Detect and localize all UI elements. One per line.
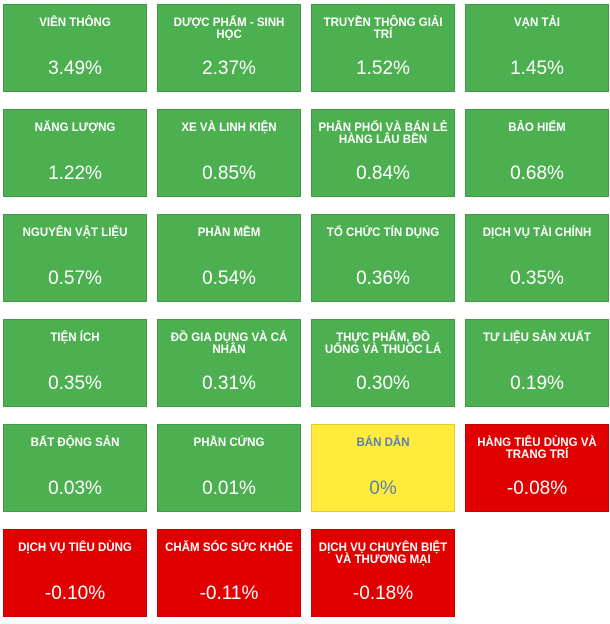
sector-change-value: 1.52% xyxy=(356,58,410,79)
sector-name: DỊCH VỤ TIÊU DÙNG xyxy=(18,542,132,554)
sector-tile[interactable]: NGUYÊN VẬT LIỆU 0.57% xyxy=(3,214,147,302)
sector-tile[interactable]: VẠN TẢI 1.45% xyxy=(465,4,609,92)
sector-change-value: 0.35% xyxy=(510,268,564,289)
sector-change-value: 0.35% xyxy=(48,373,102,394)
sector-name: PHẦN MỀM xyxy=(197,227,261,239)
sector-tile[interactable]: BẢO HIỂM 0.68% xyxy=(465,109,609,197)
sector-tile[interactable]: TRUYỀN THÔNG GIẢI TRÍ 1.52% xyxy=(311,4,455,92)
sector-tile[interactable]: VIÊN THÔNG 3.49% xyxy=(3,4,147,92)
sector-name: PHẦN CỨNG xyxy=(193,437,265,449)
sector-tile[interactable]: PHÂN PHỐI VÀ BÁN LẺ HÀNG LÂU BỀN 0.84% xyxy=(311,109,455,197)
sector-change-value: 0.03% xyxy=(48,478,102,499)
sector-change-value: 0.57% xyxy=(48,268,102,289)
sector-change-value: 0.19% xyxy=(510,373,564,394)
sector-tile[interactable]: PHẦN CỨNG 0.01% xyxy=(157,424,301,512)
sector-tile[interactable]: HÀNG TIÊU DÙNG VÀ TRANG TRÍ -0.08% xyxy=(465,424,609,512)
sector-name: ĐỒ GIA DỤNG VÀ CÁ NHÂN xyxy=(170,332,288,356)
sector-tile[interactable]: TỔ CHỨC TÍN DỤNG 0.36% xyxy=(311,214,455,302)
sector-change-value: 0.84% xyxy=(356,163,410,184)
sector-name: NĂNG LƯỢNG xyxy=(34,122,116,134)
sector-name: TRUYỀN THÔNG GIẢI TRÍ xyxy=(323,17,443,41)
sector-tile[interactable]: DỊCH VỤ CHUYÊN BIỆT VÀ THƯƠNG MẠI -0.18% xyxy=(311,529,455,617)
sector-tile[interactable]: DƯỢC PHẨM - SINH HỌC 2.37% xyxy=(157,4,301,92)
sector-change-value: 1.22% xyxy=(48,163,102,184)
sector-name: HÀNG TIÊU DÙNG VÀ TRANG TRÍ xyxy=(477,437,597,461)
sector-name: PHÂN PHỐI VÀ BÁN LẺ HÀNG LÂU BỀN xyxy=(318,122,448,146)
sector-change-value: 0% xyxy=(369,478,397,499)
sector-tile[interactable]: TƯ LIỆU SẢN XUẤT 0.19% xyxy=(465,319,609,407)
sector-name: TIỆN ÍCH xyxy=(50,332,100,344)
sector-name: DỊCH VỤ CHUYÊN BIỆT VÀ THƯƠNG MẠI xyxy=(318,542,448,566)
sector-tile[interactable]: XE VÀ LINH KIỆN 0.85% xyxy=(157,109,301,197)
sector-tile[interactable]: TIỆN ÍCH 0.35% xyxy=(3,319,147,407)
sector-change-value: 1.45% xyxy=(510,58,564,79)
sector-name: TƯ LIỆU SẢN XUẤT xyxy=(483,332,591,344)
sector-name: XE VÀ LINH KIỆN xyxy=(181,122,277,134)
sector-change-value: 0.01% xyxy=(202,478,256,499)
sector-change-value: 2.37% xyxy=(202,58,256,79)
sector-name: BẢO HIỂM xyxy=(508,122,566,134)
sector-name: TỔ CHỨC TÍN DỤNG xyxy=(326,227,440,239)
sector-tile[interactable]: CHĂM SÓC SỨC KHỎE -0.11% xyxy=(157,529,301,617)
sector-change-value: 0.68% xyxy=(510,163,564,184)
sector-tile[interactable]: NĂNG LƯỢNG 1.22% xyxy=(3,109,147,197)
sector-change-value: 3.49% xyxy=(48,58,102,79)
sector-name: CHĂM SÓC SỨC KHỎE xyxy=(165,542,293,554)
sector-change-value: 0.85% xyxy=(202,163,256,184)
sector-change-value: -0.08% xyxy=(506,478,568,499)
sector-change-value: -0.10% xyxy=(44,583,106,604)
sector-name: DỊCH VỤ TÀI CHÍNH xyxy=(482,227,592,239)
sector-name: BẤT ĐỘNG SẢN xyxy=(30,437,120,449)
sector-name: VẠN TẢI xyxy=(514,17,560,29)
sector-tile[interactable]: BẤT ĐỘNG SẢN 0.03% xyxy=(3,424,147,512)
sector-name: BÁN DẪN xyxy=(356,437,410,449)
sector-change-value: -0.18% xyxy=(352,583,414,604)
sector-name: VIÊN THÔNG xyxy=(39,17,111,29)
sector-name: THỰC PHẨM, ĐỒ UỐNG VÀ THUỐC LÁ xyxy=(324,332,442,356)
sector-change-value: -0.11% xyxy=(199,583,259,604)
sector-tile[interactable]: DỊCH VỤ TÀI CHÍNH 0.35% xyxy=(465,214,609,302)
sector-change-value: 0.30% xyxy=(356,373,410,394)
sector-change-value: 0.54% xyxy=(202,268,256,289)
sector-name: NGUYÊN VẬT LIỆU xyxy=(22,227,128,239)
sector-tile[interactable]: THỰC PHẨM, ĐỒ UỐNG VÀ THUỐC LÁ 0.30% xyxy=(311,319,455,407)
sector-name: DƯỢC PHẨM - SINH HỌC xyxy=(173,17,285,41)
sector-tile[interactable]: DỊCH VỤ TIÊU DÙNG -0.10% xyxy=(3,529,147,617)
sector-tile[interactable]: ĐỒ GIA DỤNG VÀ CÁ NHÂN 0.31% xyxy=(157,319,301,407)
sector-change-value: 0.31% xyxy=(202,373,256,394)
sector-change-value: 0.36% xyxy=(356,268,410,289)
sector-tile[interactable]: BÁN DẪN 0% xyxy=(311,424,455,512)
sector-tile[interactable]: PHẦN MỀM 0.54% xyxy=(157,214,301,302)
